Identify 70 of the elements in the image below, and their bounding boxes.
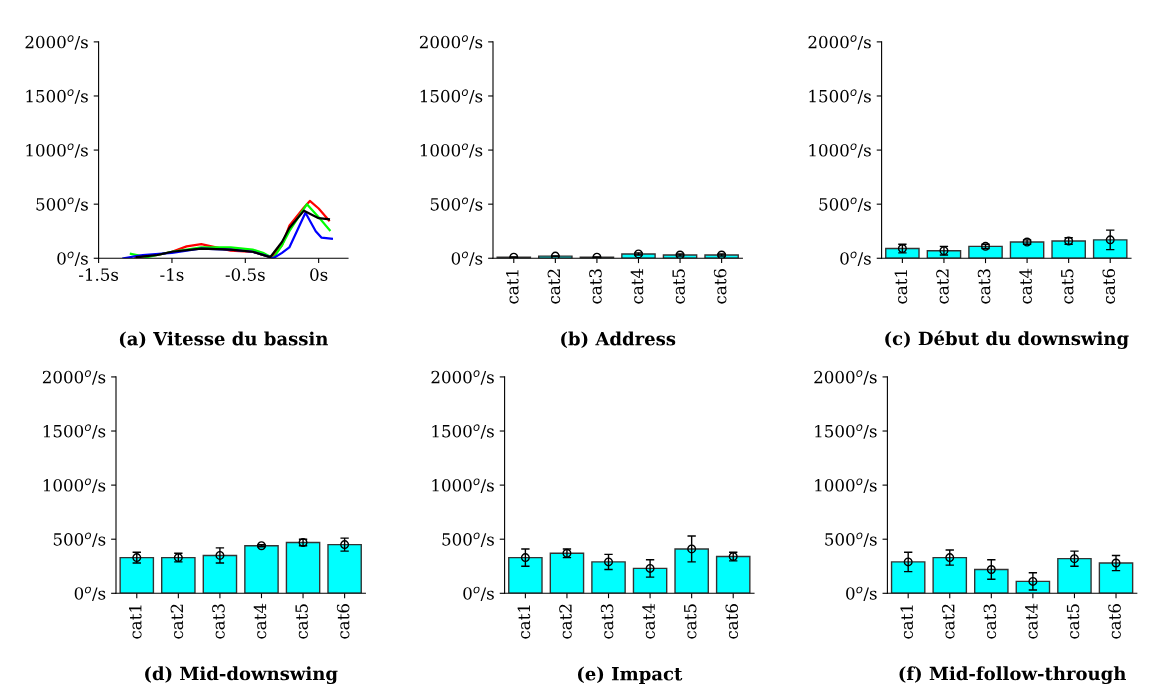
x-tick-label: 0s [310, 268, 328, 281]
y-tick-label: 1500$^{o}$/s [420, 89, 483, 104]
text: (a) Vitesse du bassin [119, 331, 328, 349]
x-tick-label: cat5 [1066, 604, 1080, 639]
y-tick-label: 1500$^{o}$/s [432, 424, 494, 439]
text: (b) Address [561, 331, 676, 349]
x-tick-label: cat2 [547, 269, 561, 304]
x-tick-label: cat3 [600, 604, 614, 639]
x-tick-label: -0.5s [225, 268, 265, 281]
y-tick-label: 1000$^{o}$/s [26, 143, 88, 158]
y-tick-label: 1000$^{o}$/s [815, 478, 877, 493]
y-tick-label: 2000$^{o}$/s [42, 370, 106, 385]
y-tick-label: 1000$^{o}$/s [420, 143, 483, 158]
x-tick-label: cat1 [517, 605, 531, 639]
x-tick-label: cat6 [713, 269, 727, 304]
y-tick-label: 1500$^{o}$/s [815, 424, 877, 439]
y-tick-label: 1500$^{o}$/s [809, 89, 871, 104]
y-tick-label: 500$^{o}$/s [53, 532, 106, 547]
y-tick-label: 0$^{o}$/s [74, 586, 106, 602]
x-tick-label: cat1 [894, 270, 908, 304]
y-tick-label: 2000$^{o}$/s [814, 370, 877, 385]
x-tick-label: cat4 [630, 268, 644, 304]
x-tick-label: cat6 [336, 604, 350, 639]
y-tick-label: 1500$^{o}$/s [43, 424, 106, 439]
x-tick-label: cat6 [1102, 269, 1116, 304]
x-tick-label: cat6 [1108, 604, 1121, 639]
y-tick-label: 2000$^{o}$/s [25, 35, 88, 50]
x-tick-label: cat6 [725, 604, 739, 639]
y-tick-label: 0$^{o}$/s [57, 251, 88, 267]
y-tick-label: 500$^{o}$/s [819, 197, 871, 212]
x-tick-label: cat5 [684, 604, 697, 639]
text: (f) Mid-follow-through [899, 666, 1126, 685]
x-tick-label: cat2 [170, 604, 184, 639]
x-tick-label: -1s [160, 268, 184, 281]
y-tick-label: 0$^{o}$/s [451, 251, 483, 267]
y-tick-label: 0$^{o}$/s [463, 586, 494, 602]
y-tick-label: 0$^{o}$/s [846, 586, 877, 602]
text: (d) Mid-downswing [145, 666, 338, 685]
x-tick-label: cat3 [212, 604, 225, 639]
x-tick-label: cat4 [1019, 268, 1032, 304]
y-tick-label: 500$^{o}$/s [825, 532, 877, 547]
y-tick-label: 1000$^{o}$/s [809, 143, 871, 158]
y-tick-label: 2000$^{o}$/s [419, 35, 483, 50]
x-tick-label: -1.5s [78, 268, 119, 281]
y-tick-label: 500$^{o}$/s [442, 532, 494, 547]
y-tick-label: 1500$^{o}$/s [26, 89, 88, 104]
y-tick-label: 0$^{o}$/s [840, 251, 871, 267]
x-tick-label: cat1 [900, 605, 914, 639]
x-tick-label: cat2 [941, 604, 955, 639]
x-tick-label: cat2 [559, 604, 572, 639]
y-tick-label: 500$^{o}$/s [430, 197, 483, 212]
x-tick-label: cat1 [506, 270, 519, 304]
x-tick-label: cat4 [1025, 603, 1038, 639]
y-tick-label: 2000$^{o}$/s [431, 370, 494, 385]
x-tick-label: cat3 [983, 604, 997, 639]
y-tick-label: 1000$^{o}$/s [432, 478, 494, 493]
x-tick-label: cat3 [589, 269, 602, 304]
text: (c) Début du downswing [885, 330, 1129, 349]
x-tick-label: cat4 [253, 603, 267, 639]
y-tick-label: 2000$^{o}$/s [808, 35, 871, 50]
x-tick-label: cat5 [295, 604, 308, 639]
x-tick-label: cat5 [672, 269, 685, 304]
y-tick-label: 1000$^{o}$/s [43, 478, 106, 493]
x-tick-label: cat4 [642, 603, 655, 639]
x-tick-label: cat3 [977, 269, 991, 304]
y-tick-label: 500$^{o}$/s [36, 197, 88, 212]
x-tick-label: cat2 [936, 269, 949, 304]
x-tick-label: cat1 [129, 605, 142, 639]
x-tick-label: cat5 [1061, 269, 1074, 304]
text: (e) Impact [577, 666, 683, 685]
